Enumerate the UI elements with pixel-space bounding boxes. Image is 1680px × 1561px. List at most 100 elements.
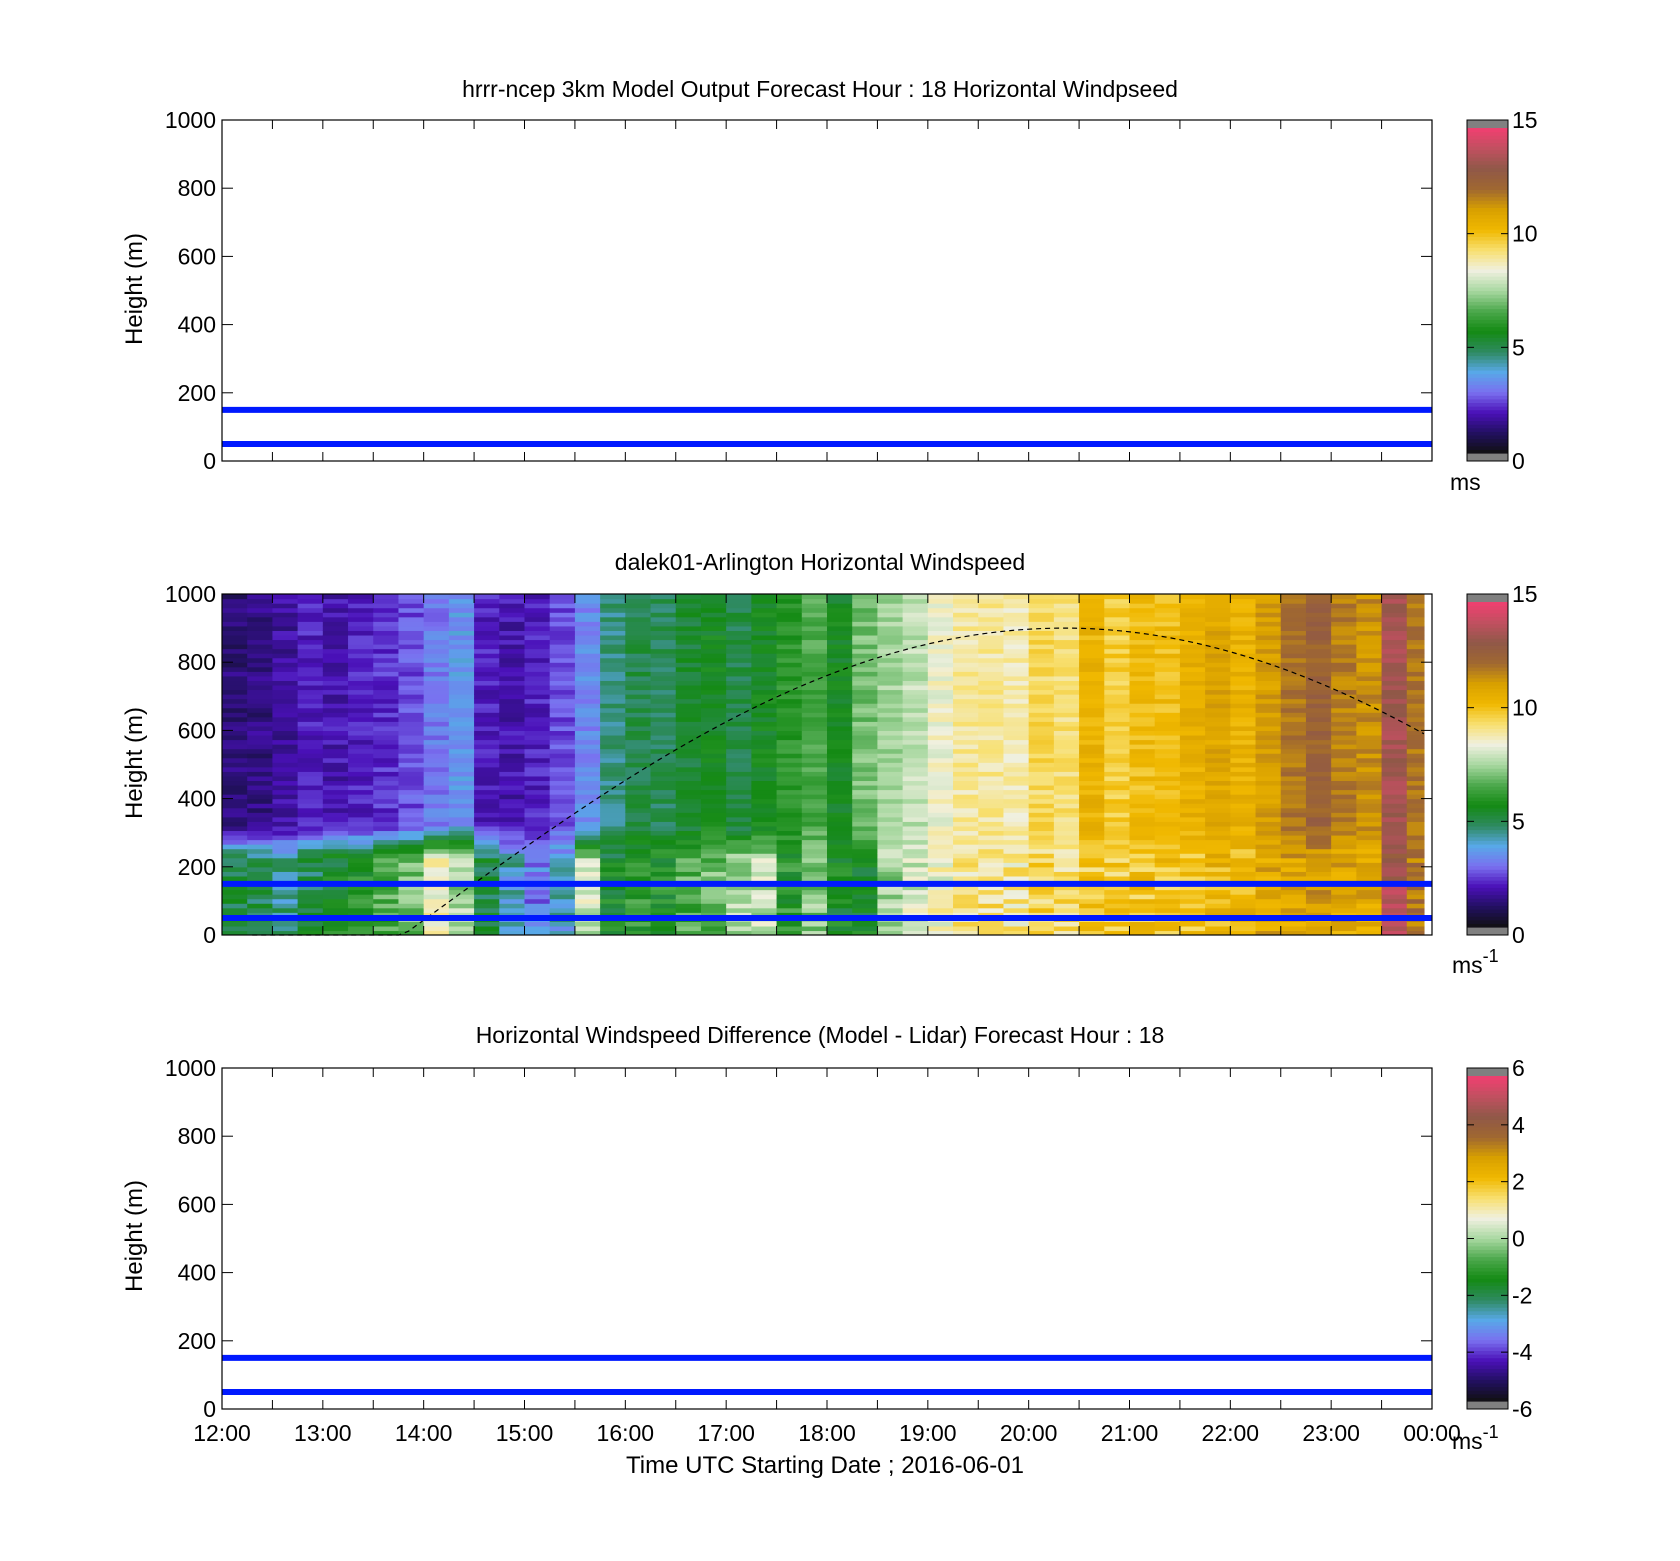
heatmap-cell <box>247 594 274 600</box>
heatmap-cell <box>927 825 954 832</box>
heatmap-cell <box>1381 757 1408 763</box>
heatmap-cell <box>1079 898 1105 904</box>
heatmap-cell <box>549 662 576 668</box>
heatmap-cell <box>348 925 374 932</box>
heatmap-cell <box>625 812 652 818</box>
heatmap-cell <box>1406 612 1425 618</box>
heatmap-cell <box>1003 907 1030 913</box>
heatmap-cell <box>499 798 526 804</box>
heatmap-cell <box>1179 834 1206 841</box>
colorbar-band <box>1467 449 1508 454</box>
heatmap-cell <box>524 844 551 850</box>
heatmap-cell <box>297 775 324 782</box>
heatmap-cell <box>1154 903 1181 909</box>
colorbar-band <box>1467 912 1508 917</box>
heatmap-cell <box>1003 689 1030 695</box>
heatmap-cell <box>1381 857 1408 863</box>
heatmap-cell <box>574 694 601 700</box>
heatmap-cell <box>499 657 526 663</box>
heatmap-cell <box>650 603 677 609</box>
heatmap-cell <box>474 716 500 722</box>
colorbar-band <box>1467 699 1508 704</box>
heatmap-cell <box>675 721 702 727</box>
heatmap-cell <box>776 875 803 882</box>
heatmap-cell <box>927 912 954 918</box>
heatmap-cell <box>272 648 299 654</box>
heatmap-cell <box>675 921 702 927</box>
heatmap-cell <box>247 844 274 850</box>
heatmap-cell <box>1129 730 1156 736</box>
heatmap-cell <box>625 903 652 909</box>
heatmap-cell <box>398 762 425 768</box>
heatmap-cell <box>524 789 551 795</box>
heatmap-cell <box>625 853 652 859</box>
heatmap-cell <box>574 603 601 609</box>
heatmap-cell <box>499 875 526 882</box>
heatmap-cell <box>1079 862 1105 868</box>
heatmap-cell <box>1230 698 1257 704</box>
heatmap-cell <box>927 830 954 836</box>
heatmap-cell <box>1205 657 1231 663</box>
heatmap-cell <box>1154 780 1181 786</box>
heatmap-cell <box>726 794 752 800</box>
colorbar-band <box>1467 1141 1508 1146</box>
heatmap-cell <box>1104 675 1131 681</box>
heatmap-cell <box>1205 780 1231 786</box>
colorbar-band <box>1467 746 1508 751</box>
heatmap-cell <box>1003 898 1030 904</box>
heatmap-cell <box>222 834 248 841</box>
heatmap-cell <box>448 598 475 604</box>
heatmap-cell <box>650 621 677 627</box>
heatmap-cell <box>1079 725 1105 731</box>
colorbar-band <box>1467 1187 1508 1193</box>
heatmap-cell <box>650 757 677 763</box>
heatmap-cell <box>1305 716 1332 722</box>
heatmap-cell <box>1305 912 1332 918</box>
colorbar-band <box>1467 196 1508 201</box>
colorbar-band <box>1467 1094 1508 1099</box>
heatmap-cell <box>499 803 526 809</box>
heatmap-cell <box>1003 912 1030 918</box>
heatmap-cell <box>1331 612 1357 618</box>
heatmap-cell <box>1205 662 1231 668</box>
heatmap-cell <box>1331 930 1357 935</box>
colorbar-band <box>1467 1216 1508 1222</box>
heatmap-cell <box>700 775 727 782</box>
heatmap-cell <box>625 921 652 927</box>
colorbar-band <box>1467 131 1508 136</box>
heatmap-cell <box>1079 921 1105 927</box>
heatmap-cell <box>1331 884 1357 891</box>
heatmap-cell <box>927 644 954 650</box>
heatmap-cell <box>1205 794 1231 800</box>
heatmap-cell <box>852 825 879 832</box>
heatmap-cell <box>423 644 450 650</box>
heatmap-cell <box>1230 757 1257 763</box>
colorbar-band <box>1467 290 1508 295</box>
heatmap-cell <box>852 821 879 827</box>
heatmap-cell <box>700 721 727 727</box>
heatmap-cell <box>373 812 400 818</box>
heatmap-cell <box>1305 821 1332 827</box>
heatmap-cell <box>927 784 954 791</box>
heatmap-cell <box>978 684 1005 691</box>
heatmap-cell <box>650 780 677 786</box>
heatmap-cell <box>423 662 450 668</box>
colorbar-band <box>1467 760 1508 766</box>
heatmap-cell <box>625 798 652 804</box>
heatmap-cell <box>650 884 677 891</box>
heatmap-cell <box>1003 862 1030 868</box>
heatmap-cell <box>1406 598 1425 604</box>
heatmap-cell <box>650 748 677 754</box>
heatmap-cell <box>1331 675 1357 681</box>
heatmap-cell <box>222 780 248 786</box>
heatmap-cell <box>574 803 601 809</box>
heatmap-cell <box>499 712 526 718</box>
heatmap-cell <box>1205 857 1231 863</box>
heatmap-cell <box>927 680 954 686</box>
heatmap-cell <box>902 862 929 868</box>
colorbar-band <box>1467 1307 1508 1312</box>
y-tick-label: 200 <box>178 854 216 880</box>
heatmap-cell <box>247 703 274 709</box>
heatmap-cell <box>474 721 500 727</box>
heatmap-cell <box>1381 889 1408 895</box>
